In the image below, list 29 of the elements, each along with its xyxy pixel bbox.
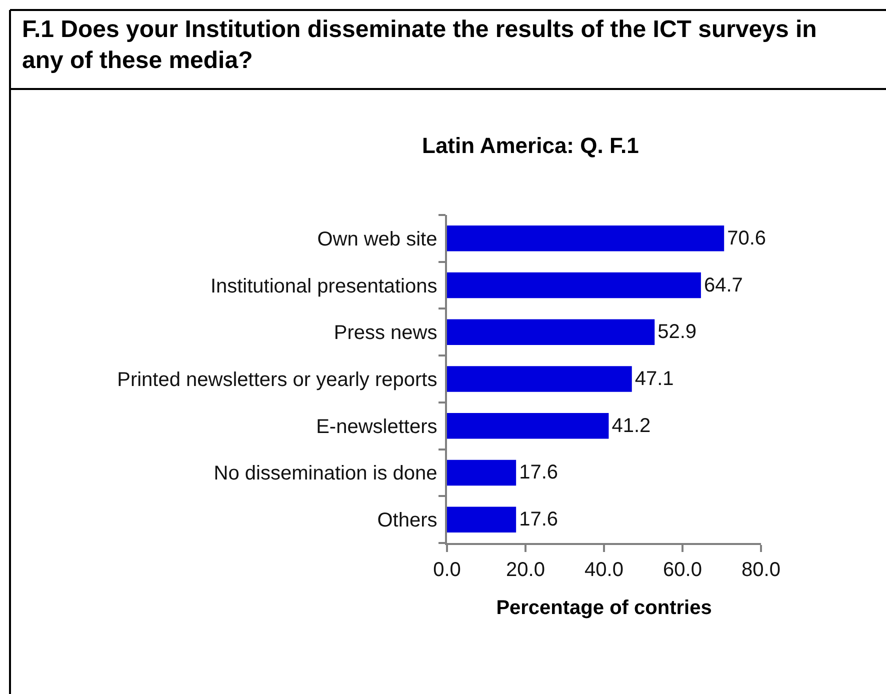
bar bbox=[447, 460, 516, 486]
y-tick-label: Institutional presentations bbox=[210, 275, 438, 298]
data-label: 64.7 bbox=[704, 274, 743, 296]
x-axis-title: Percentage of contries bbox=[496, 596, 712, 619]
x-tick-label: 60.0 bbox=[663, 558, 702, 581]
data-label: 70.6 bbox=[727, 227, 766, 250]
bar bbox=[447, 226, 724, 252]
chart-subtitle: Latin America: Q. F.1 bbox=[422, 133, 639, 158]
y-tick-label: E-newsletters bbox=[316, 416, 438, 438]
data-label: 17.6 bbox=[519, 508, 558, 531]
bar bbox=[447, 272, 701, 298]
y-tick-label: Printed newsletters or yearly reports bbox=[117, 369, 438, 391]
bar bbox=[447, 506, 516, 532]
data-label: 41.2 bbox=[612, 414, 651, 437]
data-label: 17.6 bbox=[519, 462, 558, 484]
y-tick-label: Others bbox=[377, 510, 438, 532]
y-tick-label: Press news bbox=[334, 322, 438, 344]
x-tick-label: 80.0 bbox=[742, 558, 780, 581]
data-label: 47.1 bbox=[634, 368, 674, 390]
chart-title: F.1 Does your Institution disseminate the results of the ICT surveys in any of these media? bbox=[22, 16, 817, 74]
y-tick-label: No dissemination is done bbox=[214, 462, 438, 485]
x-tick-label: 40.0 bbox=[584, 558, 624, 581]
x-tick-label: 20.0 bbox=[506, 558, 545, 581]
bar bbox=[447, 412, 609, 439]
bar bbox=[447, 319, 655, 346]
data-label: 52.9 bbox=[658, 321, 697, 344]
x-tick-label: 0.0 bbox=[433, 558, 461, 581]
bar bbox=[447, 366, 632, 392]
y-tick-label: Own web site bbox=[317, 228, 438, 250]
